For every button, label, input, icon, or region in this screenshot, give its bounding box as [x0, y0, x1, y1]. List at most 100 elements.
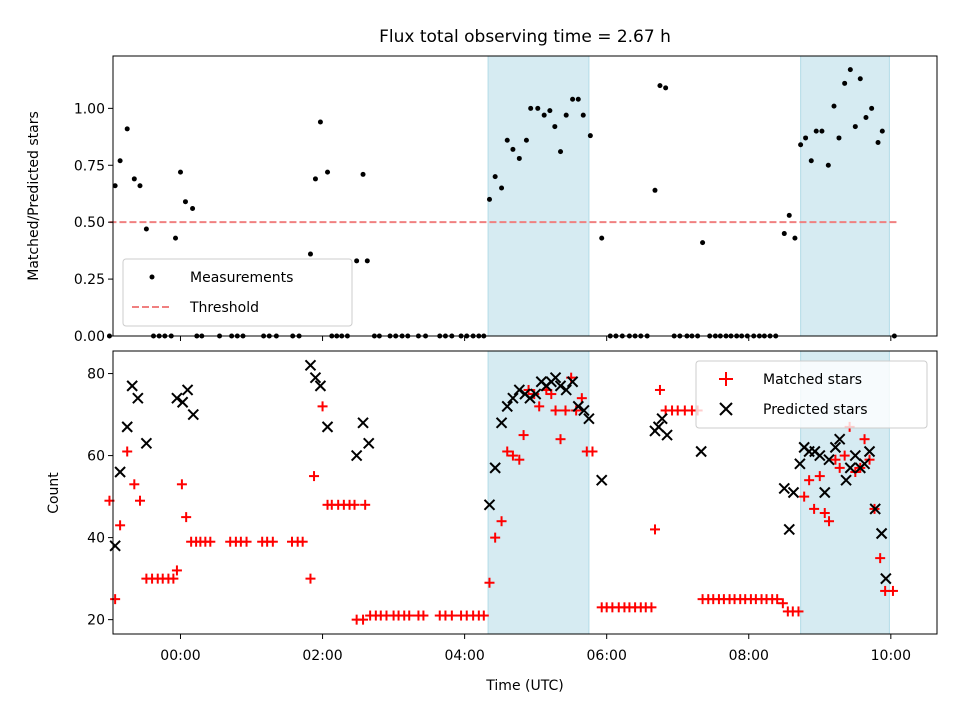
bottom-x-tick-label: 06:00 — [587, 648, 627, 664]
top-y-tick-label: 0.25 — [74, 272, 105, 288]
bottom-y-tick-label: 20 — [87, 613, 105, 629]
matched-star-point — [297, 536, 308, 547]
measurement-point — [325, 169, 331, 175]
matched-star-point — [496, 516, 507, 527]
bottom-y-axis-label: Count — [46, 472, 62, 514]
matched-star-point — [349, 499, 360, 510]
measurement-point — [131, 176, 137, 182]
measurement-point — [808, 158, 814, 164]
top-y-axis-label: Matched/Predicted stars — [26, 111, 42, 281]
measurement-point — [857, 76, 863, 82]
top-y-tick-label: 1.00 — [74, 101, 105, 117]
predicted-star-point — [114, 466, 126, 478]
bottom-y-tick-label: 40 — [87, 531, 105, 547]
top-panel: Flux total observing time = 2.67 h Match… — [26, 27, 938, 345]
predicted-star-point — [849, 449, 862, 462]
predicted-star-point — [524, 392, 536, 404]
predicted-star-point — [583, 412, 595, 425]
predicted-star-point — [495, 417, 508, 429]
matched-star-point — [404, 610, 415, 621]
matched-star-point — [502, 446, 513, 457]
matched-star-point — [875, 553, 886, 564]
top-y-ticks: 0.00 0.25 0.50 0.75 1.00 — [74, 101, 113, 345]
matched-star-point — [887, 585, 898, 596]
measurement-point — [847, 67, 853, 73]
matched-star-point — [555, 434, 566, 445]
predicted-star-point — [778, 482, 790, 495]
bottom-y-ticks: 20 40 60 80 — [87, 367, 113, 629]
measurement-point — [842, 80, 848, 86]
measurement-point — [510, 146, 516, 152]
top-plot-frame — [112, 55, 938, 337]
predicted-star-point — [875, 527, 888, 540]
bottom-legend-box — [695, 360, 928, 429]
predicted-star-point — [554, 380, 567, 392]
measurement-point — [863, 114, 869, 120]
measurement-point — [117, 158, 123, 164]
measurement-point — [852, 124, 858, 130]
matched-star-point — [446, 610, 457, 621]
measurement-point — [499, 185, 505, 191]
top-legend: Measurements Threshold — [122, 258, 353, 327]
measurement-point — [137, 183, 143, 189]
measurement-point — [182, 199, 188, 205]
matched-star-point — [267, 536, 278, 547]
predicted-star-point — [171, 392, 183, 404]
predicted-star-point — [833, 433, 846, 445]
measurement-point — [803, 135, 809, 141]
predicted-star-point — [863, 445, 876, 458]
legend-measurements-marker — [149, 274, 155, 280]
legend-predicted-marker — [719, 402, 733, 416]
top-chart-title: Flux total observing time = 2.67 h — [379, 27, 671, 47]
measurement-point — [875, 140, 881, 146]
matched-star-point — [490, 532, 501, 543]
measurement-point — [663, 85, 669, 91]
matched-star-point — [824, 516, 835, 527]
predicted-star-point — [121, 421, 133, 433]
matched-star-point — [839, 450, 850, 461]
bottom-plot-frame — [112, 350, 938, 635]
bottom-y-tick-label: 60 — [87, 449, 105, 465]
predicted-star-point — [823, 453, 835, 466]
predicted-star-point — [501, 400, 513, 413]
predicted-star-point — [507, 392, 519, 404]
measurement-point — [492, 174, 498, 180]
bottom-y-tick-label: 80 — [87, 367, 105, 383]
bottom-legend: Matched stars Predicted stars — [695, 360, 928, 429]
matched-star-point — [478, 610, 489, 621]
matched-star-point — [129, 479, 140, 490]
matched-star-point — [799, 491, 810, 502]
predicted-star-point — [513, 384, 526, 396]
predicted-star-point — [483, 499, 496, 511]
matched-star-point — [241, 536, 252, 547]
legend-matched-marker — [719, 372, 733, 386]
matched-star-point — [550, 405, 561, 416]
predicted-star-point — [661, 429, 673, 441]
predicted-star-point — [529, 388, 542, 400]
matched-star-point — [484, 577, 495, 588]
predicted-stars-points — [109, 359, 892, 585]
top-legend-box — [122, 258, 353, 327]
measurement-point — [552, 124, 558, 130]
predicted-star-point — [869, 503, 881, 515]
predicted-star-point — [656, 412, 668, 425]
top-shaded-interval-1 — [800, 55, 890, 337]
measurement-point — [570, 96, 576, 102]
predicted-star-point — [560, 384, 572, 396]
measurement-point — [831, 103, 837, 109]
matched-star-point — [171, 565, 182, 576]
matched-star-point — [168, 573, 179, 584]
measurement-point — [657, 83, 663, 89]
measurement-point — [813, 128, 819, 134]
matched-star-point — [809, 503, 820, 514]
predicted-star-point — [880, 572, 892, 585]
predicted-star-point — [489, 462, 501, 474]
bottom-x-tick-label: 04:00 — [444, 648, 484, 664]
matched-star-point — [518, 430, 529, 441]
predicted-star-point — [695, 445, 707, 458]
measurement-point — [599, 235, 605, 241]
measurement-point — [558, 149, 564, 155]
predicted-star-point — [787, 486, 800, 499]
predicted-star-point — [140, 437, 153, 449]
predicted-star-point — [829, 441, 842, 454]
